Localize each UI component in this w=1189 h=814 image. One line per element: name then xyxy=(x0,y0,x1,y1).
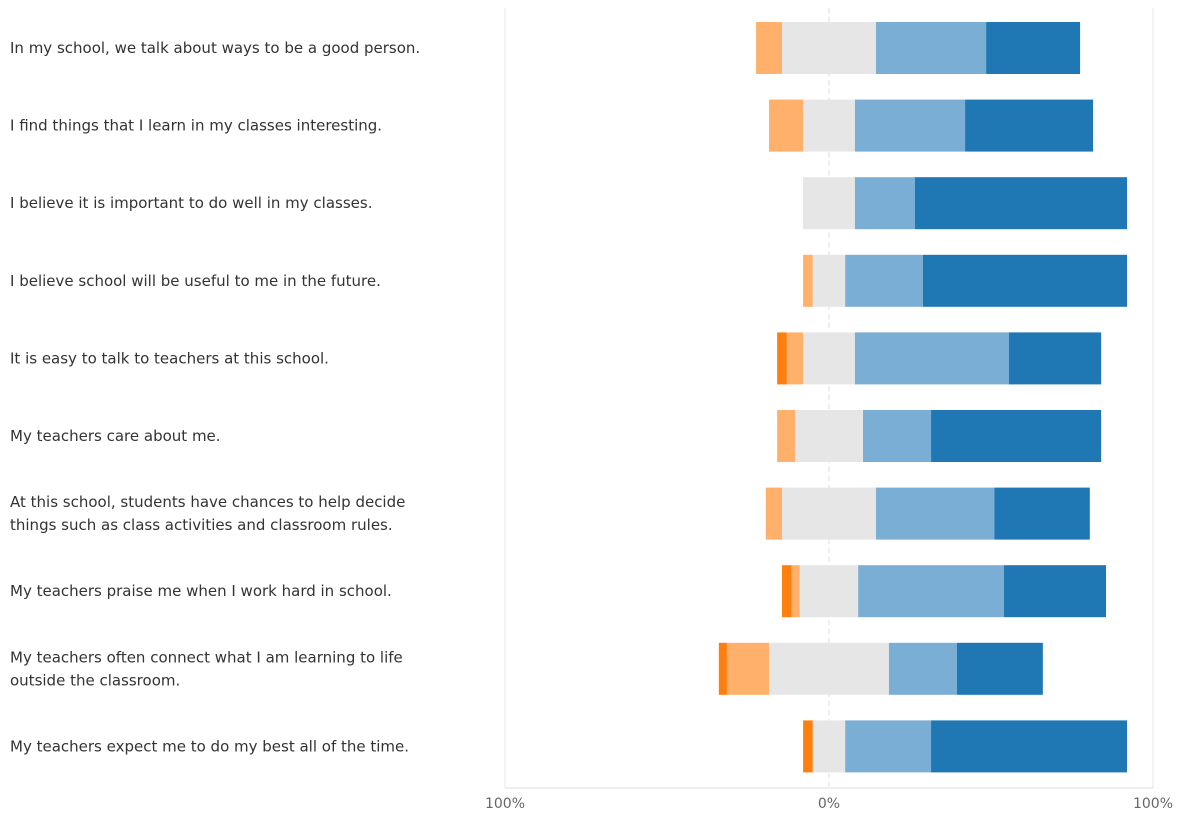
bar-segment xyxy=(777,332,787,385)
bar-segment xyxy=(956,642,1043,695)
x-tick-label: 100% xyxy=(1133,796,1173,812)
bar-segment xyxy=(791,565,800,618)
question-label: My teachers praise me when I work hard i… xyxy=(10,582,392,600)
bar-segment xyxy=(1003,565,1107,618)
bar-segment xyxy=(803,332,855,385)
bar-segment xyxy=(718,642,727,695)
bar-segment xyxy=(726,642,770,695)
question-labels: In my school, we talk about ways to be a… xyxy=(10,39,420,755)
question-label: My teachers expect me to do my best all … xyxy=(10,737,409,755)
bar-segment xyxy=(803,254,813,307)
question-label: My teachers often connect what I am lear… xyxy=(10,648,403,689)
x-tick-label: 100% xyxy=(485,796,525,812)
bar-segment xyxy=(782,487,876,540)
bar-segment xyxy=(994,487,1090,540)
bar-segment xyxy=(777,410,795,462)
bar-segment xyxy=(863,410,932,462)
bar-segment xyxy=(782,22,876,74)
question-label: My teachers care about me. xyxy=(10,427,221,445)
bar-segment xyxy=(875,22,987,74)
bar-segment xyxy=(845,254,923,307)
question-label: At this school, students have chances to… xyxy=(10,493,405,534)
bar-segment xyxy=(765,487,783,540)
bar-segment xyxy=(858,565,1004,618)
bar-segment xyxy=(854,177,915,230)
question-label: It is easy to talk to teachers at this s… xyxy=(10,349,329,367)
bar-segment xyxy=(922,254,1128,307)
bar-segment xyxy=(803,720,813,773)
bar-segment xyxy=(786,332,804,385)
bar-segment xyxy=(782,565,792,618)
x-axis: 100% 0% 100% xyxy=(485,796,1173,812)
bar-segment xyxy=(803,99,855,152)
question-label: In my school, we talk about ways to be a… xyxy=(10,39,420,57)
bar-segment xyxy=(794,410,864,462)
bar-segment xyxy=(799,565,859,618)
bar-segment xyxy=(854,99,966,152)
bar-segment xyxy=(812,720,846,773)
bar-segment xyxy=(914,177,1128,230)
bar-segment xyxy=(931,410,1102,462)
bar-segment xyxy=(931,720,1128,773)
x-tick-label: 0% xyxy=(818,796,840,812)
bar-segment xyxy=(769,99,804,152)
bar-segment xyxy=(812,254,846,307)
bar-segment xyxy=(986,22,1081,74)
bar-segment xyxy=(845,720,932,773)
bar-segment xyxy=(965,99,1094,152)
question-label: I believe school will be useful to me in… xyxy=(10,272,381,290)
question-label: I believe it is important to do well in … xyxy=(10,194,372,212)
question-label: I find things that I learn in my classes… xyxy=(10,117,382,135)
bars xyxy=(718,22,1128,773)
bar-segment xyxy=(769,642,889,695)
bar-segment xyxy=(756,22,783,74)
bar-segment xyxy=(1008,332,1102,385)
bar-segment xyxy=(854,332,1009,385)
bar-segment xyxy=(888,642,957,695)
bar-segment xyxy=(875,487,995,540)
bar-segment xyxy=(803,177,855,230)
